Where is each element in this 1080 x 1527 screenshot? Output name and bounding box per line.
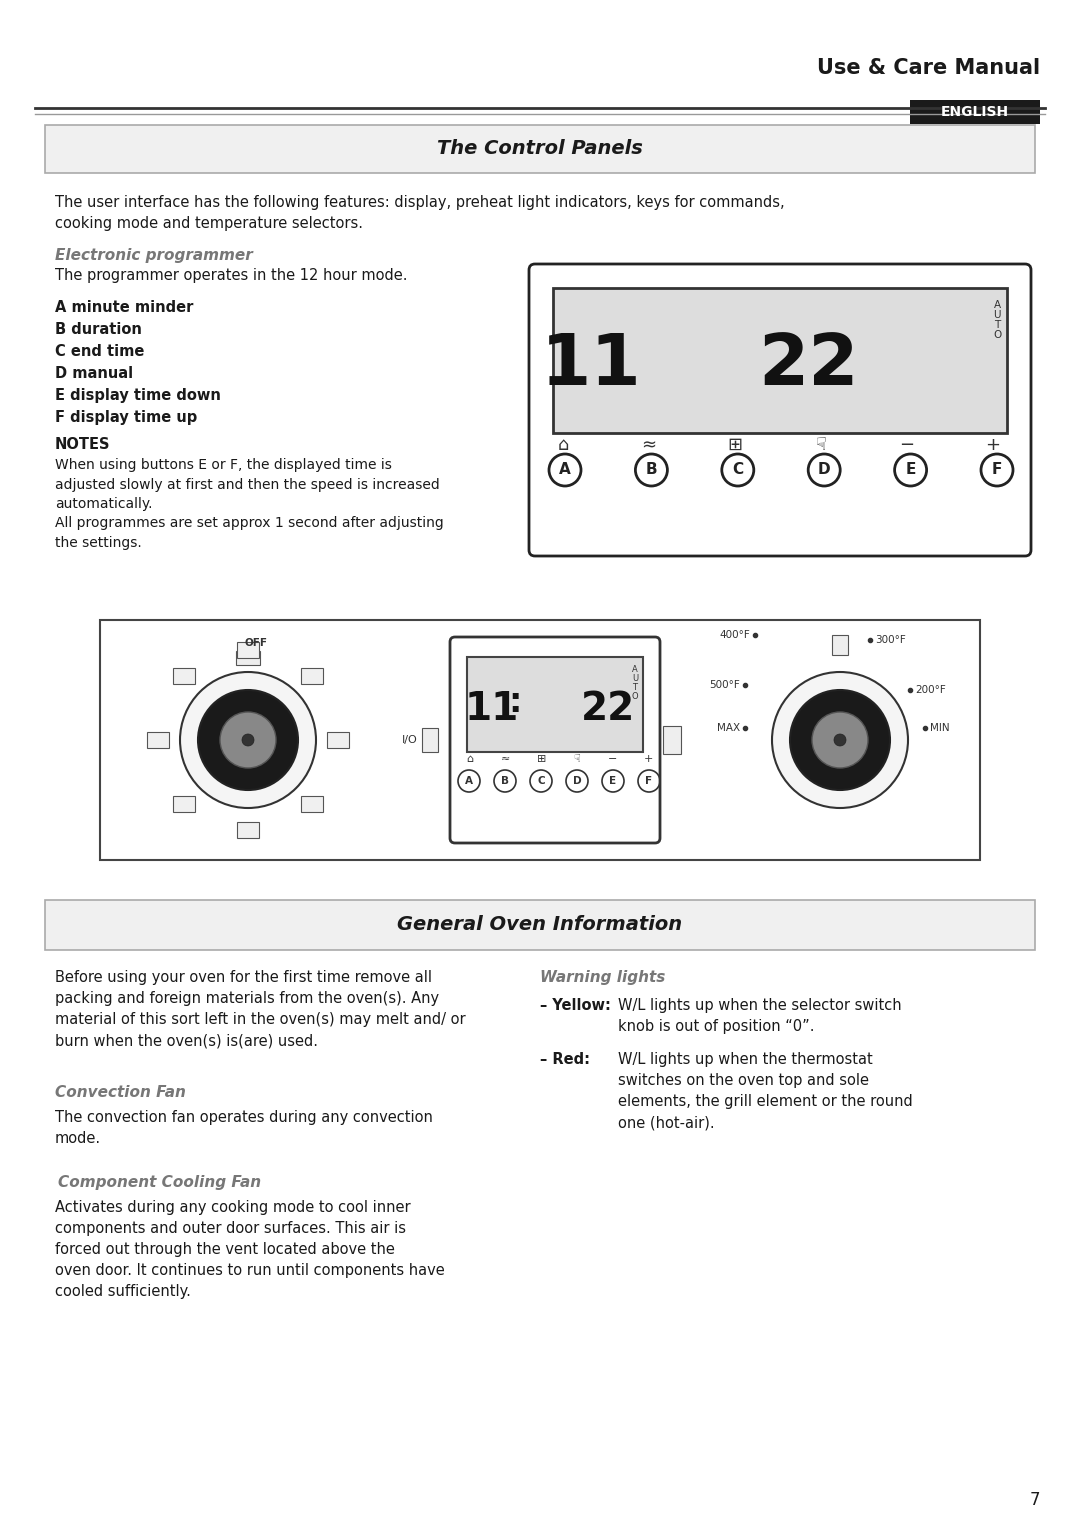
FancyBboxPatch shape (174, 669, 195, 684)
Bar (45, 899, 1035, 950)
Text: Activates during any cooking mode to cool inner
components and outer door surfac: Activates during any cooking mode to coo… (55, 1200, 445, 1299)
Text: D: D (572, 776, 581, 786)
Text: B duration: B duration (55, 322, 141, 337)
Text: A minute minder: A minute minder (55, 299, 193, 315)
Bar (467, 657, 643, 751)
Text: – Red:: – Red: (540, 1052, 590, 1067)
Text: 7: 7 (1029, 1490, 1040, 1509)
Text: ⌂: ⌂ (467, 754, 473, 764)
Text: W/L lights up when the thermostat
switches on the oven top and sole
elements, th: W/L lights up when the thermostat switch… (618, 1052, 913, 1130)
FancyBboxPatch shape (327, 731, 349, 748)
Text: The user interface has the following features: display, preheat light indicators: The user interface has the following fea… (55, 195, 785, 231)
Text: – Yellow:: – Yellow: (540, 999, 611, 1012)
Text: Warning lights: Warning lights (540, 970, 665, 985)
Text: E display time down: E display time down (55, 388, 221, 403)
Bar (100, 620, 980, 860)
Text: D manual: D manual (55, 366, 133, 382)
Text: D: D (818, 463, 831, 478)
FancyBboxPatch shape (237, 641, 259, 658)
Text: 300°F: 300°F (875, 635, 906, 644)
Text: C: C (732, 463, 743, 478)
Text: ☟: ☟ (573, 754, 580, 764)
Text: MAX: MAX (717, 722, 740, 733)
Text: NOTES: NOTES (55, 437, 110, 452)
Text: W/L lights up when the selector switch
knob is out of position “0”.: W/L lights up when the selector switch k… (618, 999, 902, 1034)
Text: ≈: ≈ (642, 437, 657, 454)
Circle shape (242, 734, 254, 747)
Text: C: C (537, 776, 544, 786)
Text: 22: 22 (758, 331, 859, 400)
FancyBboxPatch shape (147, 731, 168, 748)
Circle shape (789, 690, 890, 789)
Text: Convection Fan: Convection Fan (55, 1086, 186, 1099)
Text: F display time up: F display time up (55, 411, 198, 425)
Text: −: − (900, 437, 915, 454)
Bar (45, 125, 1035, 173)
Text: 11: 11 (541, 331, 642, 400)
Circle shape (220, 712, 276, 768)
Bar (663, 725, 681, 754)
Text: −: − (608, 754, 617, 764)
Text: :: : (607, 328, 630, 382)
FancyBboxPatch shape (300, 796, 323, 812)
Text: The convection fan operates during any convection
mode.: The convection fan operates during any c… (55, 1110, 433, 1145)
Text: ⊞: ⊞ (537, 754, 545, 764)
Text: A
U
T
O: A U T O (993, 299, 1001, 341)
Text: E: E (905, 463, 916, 478)
FancyBboxPatch shape (174, 796, 195, 812)
Text: B: B (501, 776, 509, 786)
Text: 11: 11 (464, 690, 519, 727)
Text: ⊞: ⊞ (728, 437, 743, 454)
FancyBboxPatch shape (529, 264, 1031, 556)
Text: :: : (509, 686, 522, 719)
Text: 200°F: 200°F (915, 686, 946, 695)
Text: 400°F: 400°F (719, 631, 750, 640)
FancyBboxPatch shape (450, 637, 660, 843)
Bar (910, 99, 1040, 124)
Text: The Control Panels: The Control Panels (437, 139, 643, 159)
Circle shape (772, 672, 908, 808)
Circle shape (834, 734, 846, 747)
Text: B: B (646, 463, 658, 478)
Text: 500°F: 500°F (710, 680, 740, 690)
Text: ≈: ≈ (501, 754, 510, 764)
Text: Component Cooling Fan: Component Cooling Fan (58, 1174, 261, 1190)
Text: ENGLISH: ENGLISH (941, 105, 1009, 119)
Text: MIN: MIN (930, 722, 949, 733)
FancyBboxPatch shape (300, 669, 323, 684)
Circle shape (812, 712, 868, 768)
Circle shape (198, 690, 298, 789)
Text: The programmer operates in the 12 hour mode.: The programmer operates in the 12 hour m… (55, 269, 407, 282)
Bar (832, 635, 848, 655)
Circle shape (180, 672, 316, 808)
Bar (553, 289, 1007, 434)
Text: Electronic programmer: Electronic programmer (55, 247, 253, 263)
Text: +: + (986, 437, 1000, 454)
Text: C end time: C end time (55, 344, 145, 359)
Text: A
U
T
O: A U T O (632, 664, 638, 701)
Text: F: F (646, 776, 652, 786)
FancyBboxPatch shape (237, 822, 259, 838)
Text: ☟: ☟ (815, 437, 826, 454)
Text: Before using your oven for the first time remove all
packing and foreign materia: Before using your oven for the first tim… (55, 970, 465, 1048)
Text: A: A (559, 463, 571, 478)
Text: F: F (991, 463, 1002, 478)
Text: ⌂: ⌂ (557, 437, 569, 454)
Text: I/O: I/O (402, 734, 418, 745)
Text: General Oven Information: General Oven Information (397, 916, 683, 935)
Text: +: + (644, 754, 652, 764)
Text: Use & Care Manual: Use & Care Manual (816, 58, 1040, 78)
Bar (237, 651, 260, 664)
Text: 22: 22 (581, 690, 635, 727)
Text: When using buttons E or F, the displayed time is
adjusted slowly at first and th: When using buttons E or F, the displayed… (55, 458, 444, 550)
Text: A: A (465, 776, 473, 786)
Text: E: E (609, 776, 617, 786)
Bar (422, 728, 438, 751)
Text: OFF: OFF (244, 638, 268, 647)
